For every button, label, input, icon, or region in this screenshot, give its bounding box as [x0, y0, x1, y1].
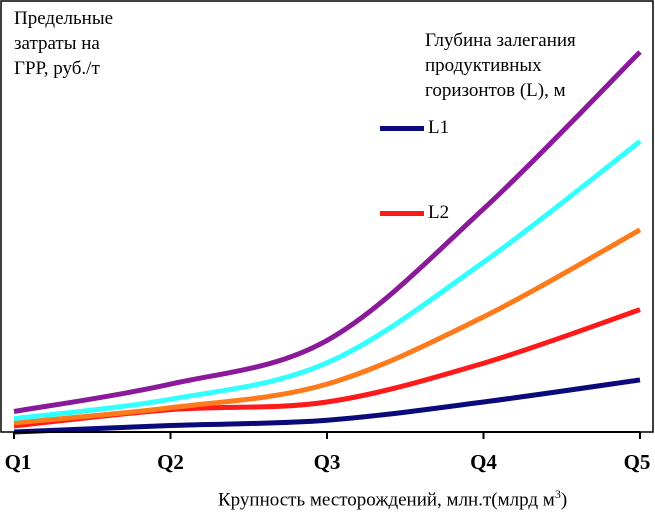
x-tick-label: Q2	[157, 450, 184, 474]
series-line-4	[13, 139, 642, 422]
legend-item-l1: L1	[380, 117, 449, 139]
x-tick-label: Q1	[4, 450, 32, 474]
x-axis-label: Крупность месторождений, млн.т(млрд м3)	[218, 487, 568, 511]
legend-title: Глубина залегания продуктивных горизонто…	[425, 30, 576, 101]
legend-label-l2: L2	[428, 202, 450, 223]
legend-swatch-l1	[380, 125, 424, 131]
series-line-1	[13, 377, 641, 435]
x-tick-label: Q4	[470, 450, 497, 474]
series-line-3	[13, 227, 642, 426]
legend-label-l1: L1	[428, 117, 450, 138]
legend-swatch-l2	[380, 210, 424, 216]
series-line-5	[13, 50, 642, 414]
y-axis-label: Предельные затраты на ГРР, руб./т	[14, 8, 114, 79]
legend-item-l2: L2	[380, 202, 449, 224]
x-tick-label: Q5	[623, 450, 651, 474]
x-tick-label: Q3	[313, 450, 341, 474]
